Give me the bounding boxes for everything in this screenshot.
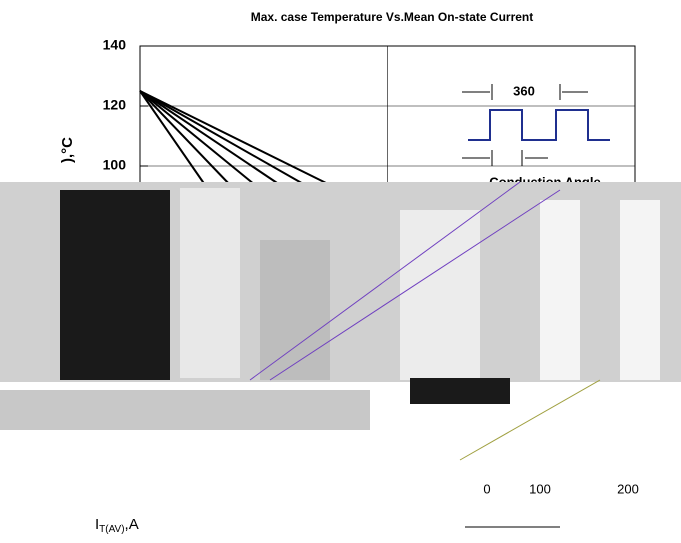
y-tick-label: 120	[103, 97, 127, 113]
waveform-inset	[462, 84, 610, 166]
inset-angle: 360	[513, 83, 535, 98]
series-line	[139, 90, 206, 185]
series-line	[139, 90, 304, 185]
x-label-unit: ,A	[125, 516, 139, 533]
y-axis-label: ),°C	[59, 137, 76, 163]
chart-title: Max. case Temperature Vs.Mean On-state C…	[251, 10, 534, 24]
series-line	[139, 90, 329, 185]
y-tick-label: 140	[103, 37, 127, 53]
other-tick-label: 100	[529, 481, 551, 496]
series-line	[139, 90, 230, 185]
series-line	[139, 90, 255, 185]
x-axis-label: IT(AV),A	[95, 516, 139, 535]
x-label-sub: T(AV)	[99, 524, 124, 535]
other-tick-label: 200	[617, 481, 639, 496]
y-tick-label: 100	[103, 157, 127, 173]
other-tick-label: 0	[483, 481, 490, 496]
x-label-main: I	[95, 516, 99, 533]
glitch-overlay	[0, 181, 681, 528]
series-line	[139, 90, 280, 185]
